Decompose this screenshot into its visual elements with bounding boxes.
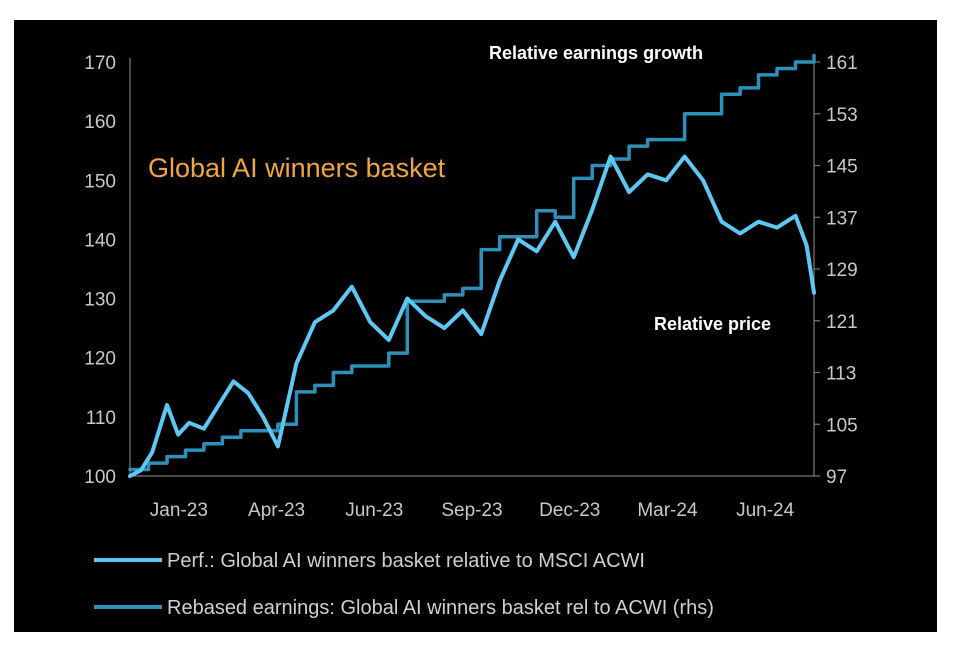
legend: Perf.: Global AI winners basket relative… xyxy=(94,550,714,619)
right-tick-label: 153 xyxy=(826,105,858,126)
right-tick-label: 129 xyxy=(826,260,858,281)
x-tick-label: Mar-24 xyxy=(637,500,698,521)
price-series-line xyxy=(128,154,816,478)
x-axis-ticks: Jan-23 Apr-23 Jun-23 Sep-23 Dec-23 Mar-24 Jun-… xyxy=(150,500,795,521)
left-tick-label: 140 xyxy=(84,230,116,251)
legend-label-perf: Perf.: Global AI winners basket relative… xyxy=(167,550,645,572)
earnings-annotation: Relative earnings growth xyxy=(489,43,703,63)
right-tick-label: 113 xyxy=(826,364,856,385)
left-axis-ticks: 100 110 120 130 140 150 160 170 xyxy=(84,53,116,488)
legend-label-earnings: Rebased earnings: Global AI winners bask… xyxy=(167,597,714,619)
left-tick-label: 120 xyxy=(84,349,116,370)
left-tick-label: 130 xyxy=(84,290,116,311)
price-annotation: Relative price xyxy=(654,314,771,334)
chart-svg: 100 110 120 130 140 150 160 170 97 105 113 121 129 1… xyxy=(84,43,858,619)
left-tick-label: 110 xyxy=(86,408,116,429)
right-tick-label: 161 xyxy=(826,53,858,74)
left-tick-label: 170 xyxy=(84,53,116,74)
chart-panel: 100 110 120 130 140 150 160 170 97 105 113 121 129 1… xyxy=(14,20,937,632)
right-tick-label: 97 xyxy=(826,467,847,488)
x-tick-label: Jan-23 xyxy=(150,500,208,521)
x-tick-label: Sep-23 xyxy=(441,500,502,521)
series-group xyxy=(128,53,816,478)
chart-title: Global AI winners basket xyxy=(148,153,446,183)
x-tick-label: Jun-24 xyxy=(736,500,795,521)
right-tick-label: 105 xyxy=(826,415,858,436)
right-tick-label: 121 xyxy=(826,312,858,333)
right-tick-label: 145 xyxy=(826,157,858,178)
left-tick-label: 100 xyxy=(84,467,116,488)
x-tick-label: Jun-23 xyxy=(345,500,403,521)
right-tick-label: 137 xyxy=(826,208,858,229)
left-tick-label: 160 xyxy=(84,112,116,133)
right-axis-ticks: 97 105 113 121 129 137 145 153 161 xyxy=(814,53,858,488)
x-tick-label: Dec-23 xyxy=(539,500,600,521)
x-tick-label: Apr-23 xyxy=(248,500,305,521)
left-tick-label: 150 xyxy=(84,171,116,192)
earnings-series-line xyxy=(128,53,816,472)
